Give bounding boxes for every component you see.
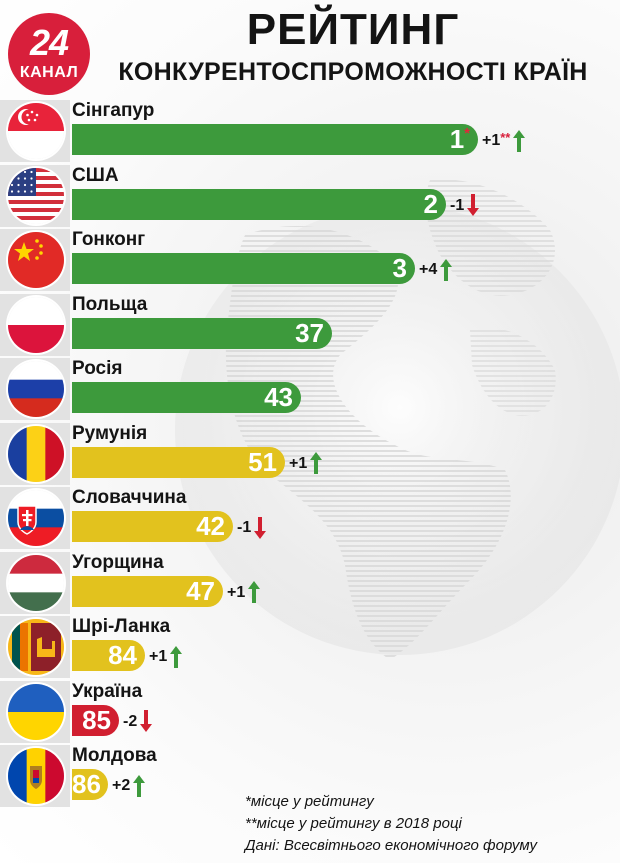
- rank-value: 86: [72, 769, 101, 799]
- country-row: Молдова 86 +2: [0, 745, 620, 807]
- arrow-up-icon: [440, 258, 453, 281]
- country-row: США 2 -1: [0, 164, 620, 227]
- country-row: Шрі-Ланка 84 +1: [0, 616, 620, 678]
- logo-text: КАНАЛ: [19, 64, 79, 81]
- country-name: Гонконг: [72, 229, 146, 250]
- rank-bar: 47: [72, 575, 223, 607]
- country-name: Росія: [72, 358, 123, 379]
- country-row: Гонконг 3 +4: [0, 229, 620, 291]
- rank-bar: 51: [72, 446, 285, 478]
- country-name: Шрі-Ланка: [72, 616, 171, 637]
- logo-24-kanal: 24 КАНАЛ: [8, 13, 90, 95]
- rank-bar: 37: [72, 317, 332, 349]
- footnote-source: Дані: Всесвітнього економічного форуму: [245, 837, 537, 854]
- rank-change: +1: [289, 452, 323, 476]
- rank-change: +1: [149, 645, 183, 669]
- rank-change-value: -1: [450, 196, 465, 214]
- ranking-list: Сінгапур 1* +1** США 2 -1 Гонконг 3 +4 Польща 37 Ро…: [0, 100, 620, 807]
- rank-change: -1: [450, 194, 480, 218]
- rank-change-value: +1: [227, 583, 246, 601]
- slovakia-flag-icon: [8, 490, 64, 546]
- singapore-flag-icon: [8, 103, 64, 159]
- country-row: Україна 85 -2: [0, 680, 620, 743]
- rank-value: 84: [108, 640, 137, 670]
- rank-value: 47: [186, 575, 215, 606]
- rank-value: 2: [423, 188, 438, 219]
- country-name: Україна: [72, 680, 143, 702]
- rank-value: 3: [392, 253, 407, 283]
- arrow-up-icon: [170, 645, 183, 668]
- arrow-down-icon: [467, 194, 480, 217]
- rank-bar: 84: [72, 640, 145, 671]
- rank-bar: 3: [72, 253, 415, 284]
- arrow-up-icon: [513, 129, 526, 152]
- chart-title: РЕЙТИНГ: [246, 5, 460, 54]
- change-footnote-mark: **: [500, 130, 511, 145]
- rank-change: -1: [237, 516, 267, 540]
- rank-bar: 86: [72, 769, 108, 800]
- rank-value: 51: [248, 446, 277, 477]
- country-row: Румунія 51 +1: [0, 422, 620, 485]
- country-name: Польща: [72, 293, 148, 315]
- arrow-up-icon: [310, 452, 323, 475]
- rank-value: 85: [82, 704, 111, 735]
- rank-change: +1**: [482, 129, 526, 153]
- poland-flag-icon: [8, 296, 64, 353]
- usa-flag-icon: [8, 167, 64, 224]
- ukraine-flag-icon: [8, 683, 64, 740]
- country-name: Молдова: [72, 745, 157, 766]
- country-name: Словаччина: [72, 487, 187, 508]
- rank-change: +2: [112, 774, 146, 798]
- rank-bar: 2: [72, 188, 446, 220]
- country-row: Росія 43: [0, 358, 620, 420]
- country-name: Румунія: [72, 422, 148, 444]
- moldova-flag-icon: [8, 748, 64, 804]
- rank-change-value: +1: [482, 132, 501, 149]
- footnote-rank: *місце у рейтингу: [245, 793, 374, 810]
- country-name: Сінгапур: [72, 100, 155, 121]
- russia-flag-icon: [8, 361, 64, 417]
- rank-value: 42: [196, 511, 225, 541]
- rank-value: 43: [264, 382, 293, 412]
- rank-change-value: +2: [112, 777, 131, 794]
- rank-change-value: +1: [289, 454, 308, 472]
- rank-footnote-mark: *: [464, 125, 470, 142]
- country-row: Словаччина 42 -1: [0, 487, 620, 549]
- rank-value: 1: [449, 124, 465, 154]
- rank-change: -2: [123, 710, 153, 734]
- chart-subtitle: КОНКУРЕНТОСПРОМОЖНОСТІ КРАЇН: [118, 58, 588, 86]
- rank-change-value: -2: [123, 712, 138, 730]
- country-row: Сінгапур 1* +1**: [0, 100, 620, 162]
- arrow-down-icon: [140, 710, 153, 733]
- country-row: Польща 37: [0, 293, 620, 356]
- rank-change: +4: [419, 258, 453, 282]
- china-flag-icon: [8, 232, 64, 288]
- footnote-rank-2018: **місце у рейтингу в 2018 році: [245, 815, 462, 832]
- country-row: Угорщина 47 +1: [0, 551, 620, 614]
- rank-change-value: +1: [149, 648, 168, 665]
- country-name: США: [72, 164, 119, 186]
- country-name: Угорщина: [72, 551, 164, 573]
- rank-bar: 43: [72, 382, 301, 413]
- romania-flag-icon: [8, 425, 64, 482]
- rank-change-value: -1: [237, 519, 252, 536]
- rank-change-value: +4: [419, 261, 438, 278]
- rank-bar: 1*: [72, 124, 478, 155]
- sri-lanka-flag-icon: [8, 619, 64, 675]
- hungary-flag-icon: [8, 554, 64, 611]
- arrow-down-icon: [254, 516, 267, 539]
- logo-number: 24: [29, 22, 69, 63]
- arrow-up-icon: [133, 774, 146, 797]
- rank-bar: 85: [72, 704, 119, 736]
- rank-value: 37: [295, 317, 324, 348]
- arrow-up-icon: [248, 581, 261, 604]
- rank-change: +1: [227, 581, 261, 605]
- rank-bar: 42: [72, 511, 233, 542]
